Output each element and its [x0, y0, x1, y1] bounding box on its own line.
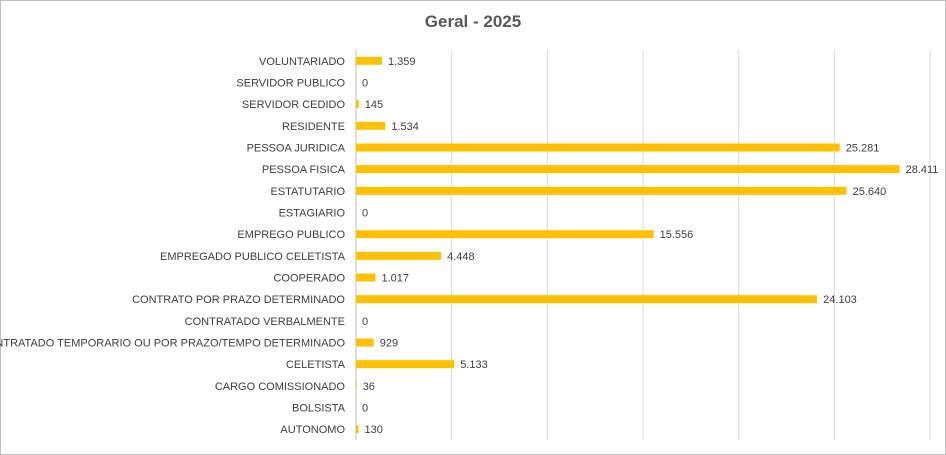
data-label: 24.103 [823, 294, 857, 306]
data-label: 0 [362, 208, 368, 220]
bar [356, 230, 654, 239]
category-label: CARGO COMISSIONADO [215, 381, 346, 393]
category-label: CONTRATADO VERBALMENTE [185, 316, 345, 328]
data-label: 0 [362, 316, 368, 328]
data-label: 929 [380, 338, 398, 350]
data-label: 4.448 [447, 251, 475, 263]
data-label: 1.017 [381, 273, 409, 285]
category-label: COOPERADO [273, 273, 345, 285]
data-label: 0 [362, 403, 368, 415]
category-label: AUTONOMO [280, 424, 345, 436]
bar [356, 100, 359, 109]
data-label: 36 [363, 381, 375, 393]
data-label: 25.281 [846, 143, 880, 155]
data-label: 28.411 [906, 164, 939, 176]
category-label: CONTRATO POR PRAZO DETERMINADO [132, 294, 345, 306]
bar [356, 251, 442, 260]
labels: VOLUNTARIADO 1.359 SERVIDOR PUBLICO 0 SERVID… [0, 56, 938, 436]
bar [356, 295, 818, 304]
category-label: PESSOA JURIDICA [247, 143, 346, 155]
category-label: SERVIDOR PUBLICO [236, 78, 345, 90]
bar [356, 186, 847, 195]
data-label: 25.640 [853, 186, 887, 198]
bar [356, 360, 455, 369]
category-label: CONTRATADO TEMPORARIO OU POR PRAZO/TEMPO… [0, 338, 345, 350]
bars [356, 56, 900, 434]
data-label: 15.556 [660, 229, 694, 241]
category-label: PESSOA FISICA [262, 164, 346, 176]
gridlines [355, 50, 931, 440]
bar [356, 121, 386, 130]
category-label: EMPREGO PUBLICO [237, 229, 345, 241]
data-label: 1.359 [388, 56, 416, 68]
bar [356, 143, 840, 152]
data-label: 1.534 [391, 121, 419, 133]
chart-title: Geral - 2025 [424, 12, 522, 31]
data-label: 130 [364, 424, 382, 436]
bar [356, 425, 359, 434]
category-label: VOLUNTARIADO [259, 56, 345, 68]
category-label: SERVIDOR CEDIDO [242, 99, 346, 111]
bar [356, 338, 374, 347]
category-label: CELETISTA [286, 359, 346, 371]
category-label: ESTATUTARIO [270, 186, 345, 198]
category-label: EMPREGADO PUBLICO CELETISTA [160, 251, 346, 263]
category-label: ESTAGIARIO [279, 208, 346, 220]
data-label: 5.133 [460, 359, 488, 371]
bar [356, 56, 383, 65]
bar [356, 165, 900, 174]
bar [356, 381, 357, 390]
category-label: RESIDENTE [282, 121, 345, 133]
category-label: BOLSISTA [292, 403, 346, 415]
bar [356, 273, 376, 282]
data-label: 0 [362, 78, 368, 90]
data-label: 145 [365, 99, 383, 111]
